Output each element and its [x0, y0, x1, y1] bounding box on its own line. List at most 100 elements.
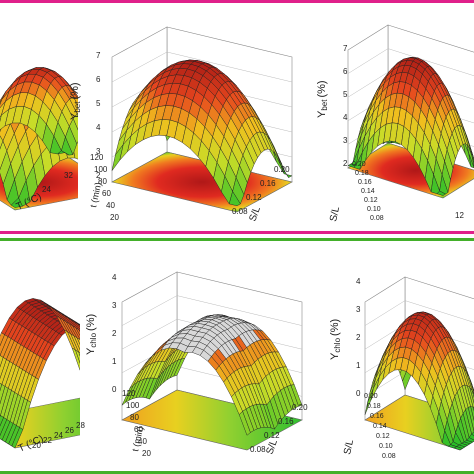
tl-xtick-24: 24: [42, 185, 51, 194]
bm-y-tick: 0.16: [278, 417, 294, 426]
bl-surface-surface-quad: [98, 342, 109, 358]
tm-ylabel: S/L: [247, 205, 263, 223]
br-x-tick: 0.16: [370, 413, 384, 420]
tm-surface-wall-grid: [166, 51, 293, 83]
bottom-panel-frame: [0, 238, 474, 474]
bm-z-tick: 2: [112, 329, 117, 338]
tr-z-tick: 2: [343, 159, 348, 168]
bl-surface-surface-quad: [82, 354, 93, 378]
bl-x-tick: 28: [76, 421, 85, 430]
bm-y-ticks: 0.08 0.12 0.16 0.20: [250, 403, 308, 454]
tm-x-tick: 20: [110, 213, 119, 222]
tr-x-tick: 0.10: [367, 206, 381, 213]
bl-surface-surface-quad: [71, 347, 80, 371]
tm-y-tick: 0.20: [274, 165, 290, 174]
tm-x-tick: 40: [106, 201, 115, 210]
tm-x-tick: 100: [94, 165, 108, 174]
tl-surface-surface-quad: [82, 127, 94, 155]
bl-surface-surface-quad: [88, 358, 99, 382]
br-x-tick: 0.14: [373, 423, 387, 430]
bm-x-ticks: 120 100 80 60 40 20: [122, 389, 151, 458]
tl-surface-surface-quad: [56, 150, 70, 156]
br-z-tick: 4: [356, 277, 361, 286]
tl-surface-surface-quad: [72, 113, 78, 131]
br-surface-group: [364, 276, 474, 451]
br-surface-surface-quad: [471, 431, 474, 437]
tm-surface-floor-contour: [111, 151, 293, 213]
bm-surface-group: [121, 271, 303, 451]
bl-x-tick: 22: [43, 436, 52, 445]
tr-x-tick: 0.16: [358, 179, 372, 186]
tr-z-tick: 5: [343, 90, 348, 99]
tm-y-ticks: 0.08 0.12 0.16 0.20: [232, 165, 290, 216]
bm-x-tick: 80: [130, 413, 139, 422]
tl-surface-surface-quad: [85, 113, 96, 135]
br-surface-wall-grid: [364, 300, 406, 326]
bm-x-tick: 120: [122, 389, 136, 398]
br-z-tick: 1: [356, 361, 361, 370]
tm-z-tick: 4: [96, 123, 101, 132]
tm-xlabel: t (min): [88, 181, 103, 208]
tm-z-tick: 6: [96, 75, 101, 84]
tr-ytick-12: 12: [455, 211, 464, 220]
bm-x-tick: 60: [134, 425, 143, 434]
bm-z-tick: 0: [112, 385, 117, 394]
tr-x-tick: 0.18: [355, 170, 369, 177]
br-x-tick: 0.12: [376, 433, 390, 440]
bm-y-tick: 0.20: [292, 403, 308, 412]
tr-z-ticks: 2 3 4 5 6 7: [343, 44, 348, 168]
bm-surface-wall-grid: [176, 295, 303, 326]
tl-surface-surface-quad: [79, 139, 90, 167]
tm-x-tick: 60: [102, 189, 111, 198]
tr-z-tick: 3: [343, 136, 348, 145]
tr-x-tick: 0.08: [370, 215, 384, 222]
bm-y-tick: 0.08: [250, 445, 266, 454]
tr-surface-group: [347, 24, 474, 199]
tr-surface-surface-quad: [436, 190, 446, 196]
br-zlabel: Ychlo(%): [329, 319, 342, 360]
bm-y-tick: 0.12: [264, 431, 280, 440]
bm-zlabel: Ychlo(%): [85, 314, 98, 355]
br-z-ticks: 0 1 2 3 4: [356, 277, 361, 398]
br-z-tick: 2: [356, 333, 361, 342]
tm-x-tick: 80: [98, 177, 107, 186]
bl-surface-surface-quad: [95, 362, 106, 386]
top-panel-frame: [0, 0, 474, 234]
tm-surface-group: [111, 26, 293, 213]
tr-x-ticks: 0.20 0.18 0.16 0.14 0.12 0.10 0.08: [352, 161, 384, 222]
bl-surface-surface-quad: [96, 350, 107, 370]
br-xlabel: S/L: [342, 438, 356, 455]
bl-surface-group: [0, 298, 111, 449]
bl-x-tick: 26: [65, 426, 74, 435]
tm-y-tick: 0.12: [246, 193, 262, 202]
tr-z-tick: 7: [343, 44, 348, 53]
br-z-tick: 3: [356, 305, 361, 314]
bm-x-tick: 20: [142, 449, 151, 458]
tr-x-tick: 0.20: [352, 161, 366, 168]
tm-z-tick: 7: [96, 51, 101, 60]
tm-z-ticks: 2 3 4 5 6 7: [96, 51, 101, 180]
tr-xlabel: S/L: [328, 205, 342, 222]
tm-z-tick: 3: [96, 147, 101, 156]
tr-surface-wall-grid: [347, 71, 389, 98]
br-surface-wall-grid: [404, 300, 474, 323]
bm-surface-wall-grid: [121, 295, 178, 326]
bm-x-tick: 100: [126, 401, 140, 410]
bl-surface-surface-quad: [100, 352, 111, 372]
bm-z-tick: 4: [112, 273, 117, 282]
tr-zlabel: Ybet(%): [316, 80, 329, 118]
bl-surface-surface-quad: [98, 364, 109, 388]
tr-surface-wall-grid: [347, 48, 389, 74]
bm-surface-surface-quad: [238, 411, 251, 436]
tl-xtick-32: 32: [64, 171, 73, 180]
bm-z-tick: 1: [112, 357, 117, 366]
bm-z-tick: 3: [112, 301, 117, 310]
bl-surface-surface-quad: [91, 360, 102, 384]
tr-z-tick: 4: [343, 113, 348, 122]
tr-surface-wall-grid: [387, 48, 474, 77]
tl-surface-surface-quad: [82, 107, 93, 132]
tm-surface-wall-grid: [111, 51, 168, 83]
